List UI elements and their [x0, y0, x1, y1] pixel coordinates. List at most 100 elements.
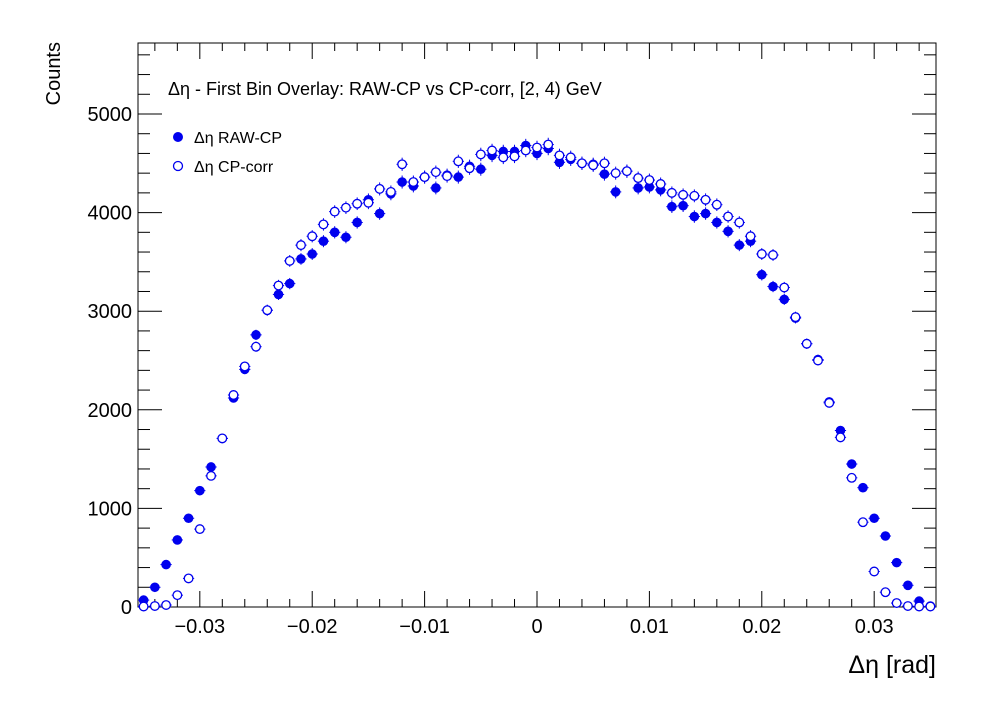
data-point — [667, 201, 677, 212]
x-tick-label: 0.01 — [630, 616, 669, 638]
data-point — [206, 462, 216, 472]
y-tick-label: 3000 — [88, 301, 133, 323]
data-point — [790, 312, 801, 323]
data-point — [273, 280, 284, 291]
data-point — [341, 232, 351, 243]
y-tick-label: 2000 — [88, 400, 133, 422]
data-point — [296, 240, 306, 251]
data-point — [397, 177, 407, 187]
data-point — [273, 289, 284, 300]
data-point — [520, 145, 531, 156]
data-point — [577, 158, 587, 169]
data-point — [430, 167, 441, 178]
data-point — [633, 173, 644, 184]
data-point — [431, 183, 441, 193]
data-point — [846, 472, 857, 483]
chart-title: Δη - First Bin Overlay: RAW-CP vs CP-cor… — [168, 79, 602, 99]
y-tick-label: 5000 — [88, 104, 133, 126]
data-point — [172, 535, 183, 545]
y-axis-label: Counts — [43, 42, 65, 105]
data-point — [498, 152, 509, 163]
data-point — [801, 338, 812, 349]
data-point — [891, 557, 902, 568]
x-tick-label: 0.02 — [742, 616, 781, 638]
x-tick-label: −0.02 — [287, 616, 338, 638]
data-point — [610, 168, 621, 179]
legend-marker-cp-corr — [172, 160, 184, 172]
data-point — [700, 208, 711, 219]
data-point — [779, 282, 790, 293]
data-point — [857, 517, 868, 528]
data-point — [756, 269, 767, 280]
data-point — [599, 169, 610, 179]
data-point — [700, 194, 711, 205]
data-point — [149, 601, 160, 611]
data-point — [532, 142, 542, 153]
data-layer — [138, 137, 936, 612]
legend: Δη RAW-CP Δη CP-corr — [172, 130, 282, 176]
data-point — [453, 156, 464, 167]
data-point — [869, 513, 879, 524]
data-point — [419, 172, 430, 183]
data-point — [903, 580, 913, 591]
data-point — [543, 139, 554, 150]
data-point — [183, 573, 194, 584]
data-point — [296, 254, 306, 264]
data-point — [734, 240, 745, 250]
series-cp-corr — [138, 137, 936, 612]
data-point — [217, 433, 228, 444]
data-point — [880, 587, 891, 598]
data-point — [453, 172, 464, 182]
data-point — [902, 601, 913, 611]
data-point — [284, 278, 295, 289]
y-tick-label: 1000 — [88, 498, 133, 520]
y-tick-label: 4000 — [88, 203, 133, 225]
data-point — [779, 294, 790, 305]
data-point — [464, 163, 475, 174]
data-point — [610, 187, 621, 197]
data-point — [711, 199, 722, 210]
data-point — [914, 601, 925, 612]
data-point — [565, 152, 576, 163]
data-point — [666, 187, 677, 198]
data-point — [374, 183, 385, 194]
data-point — [172, 590, 183, 601]
legend-label-cp-corr: Δη CP-corr — [194, 159, 274, 176]
data-point — [768, 250, 778, 260]
data-point — [408, 177, 419, 187]
x-tick-label: 0.03 — [855, 616, 894, 638]
data-point — [734, 217, 745, 228]
data-point — [678, 189, 689, 200]
data-point — [262, 305, 273, 316]
data-point — [824, 397, 835, 408]
x-axis-label: Δη [rad] — [848, 651, 936, 679]
data-point — [150, 582, 160, 593]
data-point — [397, 159, 408, 170]
axes: −0.03 −0.02 −0.01 0 0.01 0.02 0.03 0 1000 2000 300… — [88, 43, 936, 638]
data-point — [228, 390, 239, 400]
data-point — [880, 531, 891, 541]
data-point — [318, 236, 329, 246]
data-point — [869, 566, 880, 577]
data-point — [307, 249, 318, 259]
data-point — [487, 145, 497, 156]
data-point — [655, 179, 666, 189]
data-point — [689, 211, 700, 222]
data-point — [723, 211, 734, 222]
data-point — [745, 231, 756, 242]
data-point — [644, 175, 655, 186]
data-point — [374, 208, 385, 219]
data-point — [340, 202, 351, 213]
data-point — [689, 190, 700, 201]
data-point — [846, 459, 857, 469]
data-point — [363, 197, 374, 208]
data-point — [621, 166, 632, 177]
data-point — [206, 470, 217, 481]
data-point — [723, 226, 733, 237]
data-point — [509, 151, 520, 162]
data-point — [678, 200, 688, 211]
data-point — [588, 160, 599, 171]
data-point — [633, 183, 643, 193]
data-point — [352, 198, 363, 209]
